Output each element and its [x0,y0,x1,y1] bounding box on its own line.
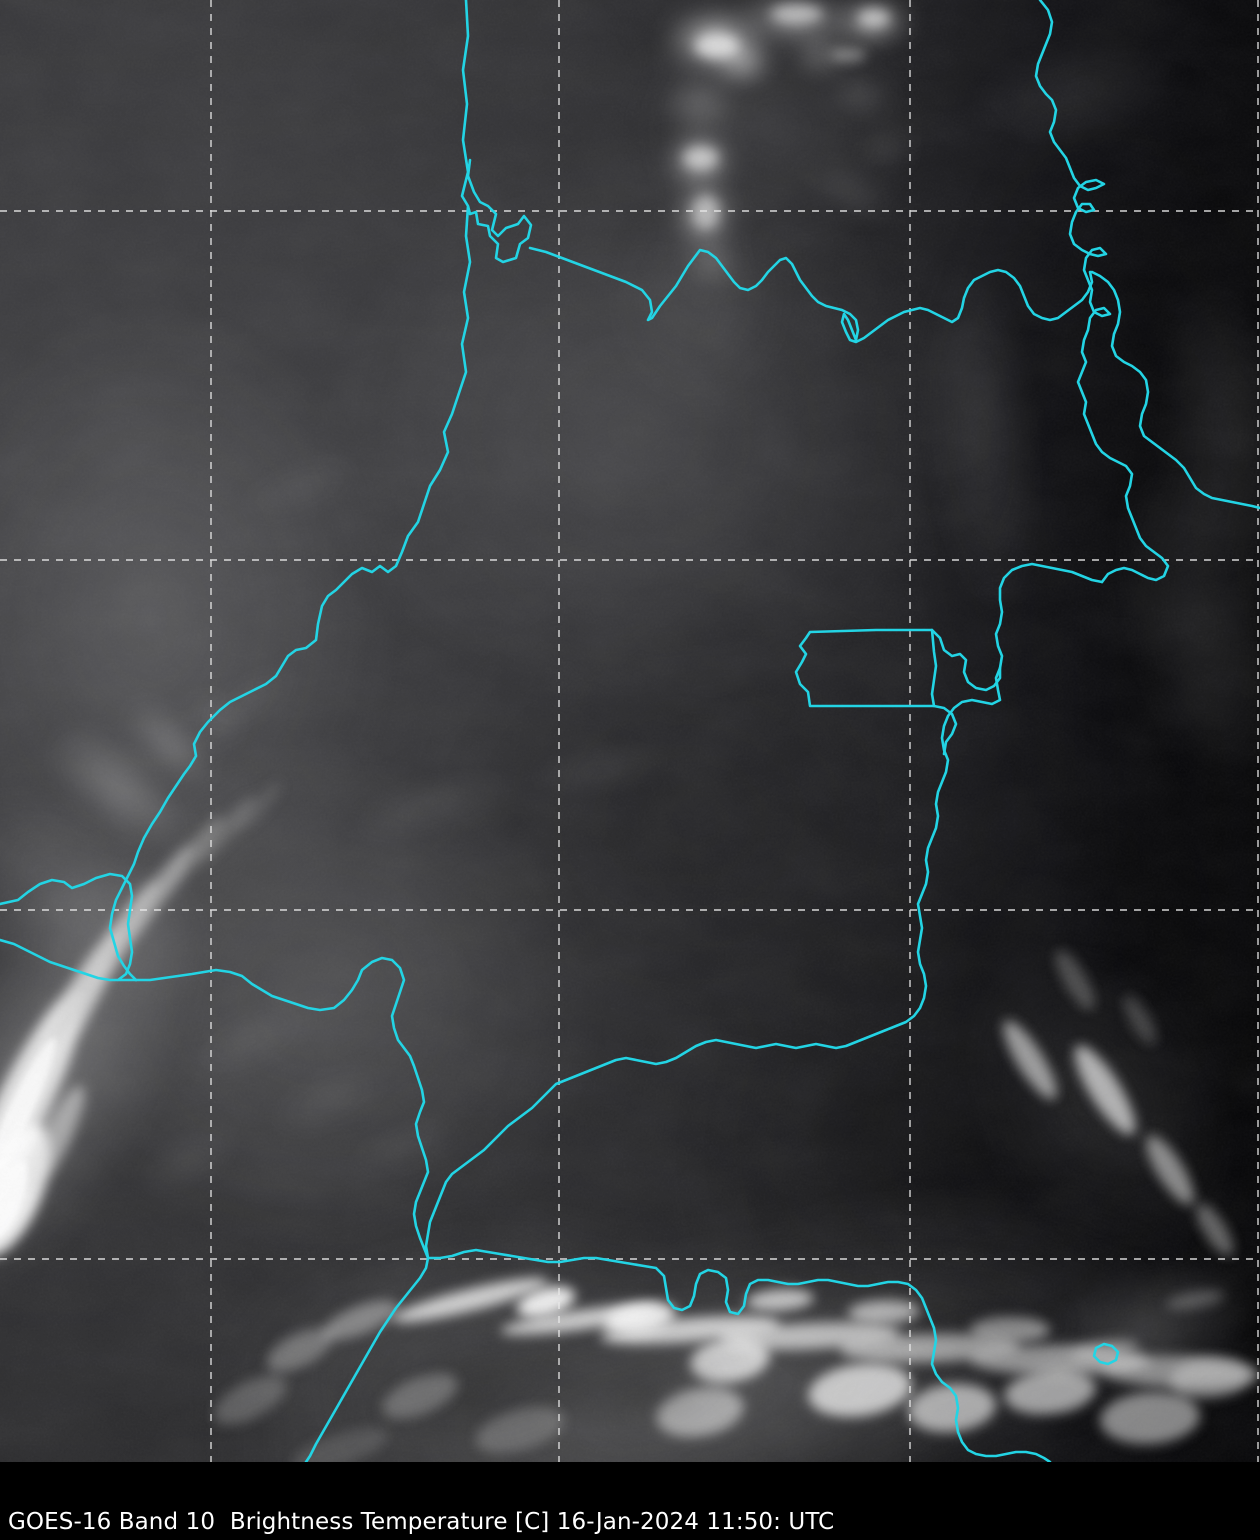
sensor-noise-layer [0,0,1260,1462]
boundary-district-link-south [932,704,958,756]
boundary-west-enclave [0,872,138,982]
boundary-east-river [1034,0,1170,584]
boundary-north-state-line [528,246,1094,344]
political-boundaries [0,0,1260,1462]
satellite-image-svg [0,0,1260,1462]
boundary-southwest-junction [134,956,430,1462]
boundary-small-district [794,628,938,708]
latlon-grid [0,0,1260,1462]
boundary-west-state-line [108,0,533,982]
image-caption: GOES-16 Band 10 Brightness Temperature [… [8,1509,835,1535]
satellite-image-canvas [0,0,1260,1462]
boundary-northeast-stub [1090,270,1260,510]
boundary-islet-southeast [1092,1342,1120,1366]
boundary-south-state-line [426,1248,1052,1462]
boundary-east-state-line [424,562,1104,1260]
boundary-district-link [930,628,1002,692]
caption-bar: GOES-16 Band 10 Brightness Temperature [… [0,1462,1260,1540]
